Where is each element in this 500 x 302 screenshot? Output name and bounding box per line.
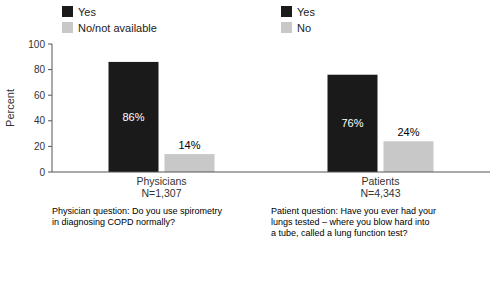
y-tick-label: 100 [28, 39, 45, 50]
y-tick [48, 69, 52, 70]
data-labels: 86% 14% 76% 24% [122, 111, 419, 151]
data-label: 14% [178, 139, 200, 151]
y-tick-label: 0 [39, 167, 45, 178]
bar [328, 75, 378, 172]
footnote-line: in diagnosing COPD normally? [52, 217, 175, 227]
legend-label: Yes [78, 6, 96, 18]
y-tick [48, 146, 52, 147]
legend-label: No/not available [78, 22, 157, 34]
footnote-line: a tube, called a lung function test? [271, 228, 408, 238]
legend-item: No/not available [62, 22, 157, 34]
y-tick [48, 120, 52, 121]
chart-container: 0 20 40 60 80 100 Percent 86% 14% 76% 24% Physician… [0, 0, 500, 302]
footnote-line: Physician question: Do you use spirometr… [52, 206, 223, 216]
legend-item: No [281, 22, 311, 34]
bars [109, 62, 434, 172]
data-label: 86% [122, 111, 144, 123]
x-tick-label-line: Patients [362, 175, 400, 187]
footnote: Physician question: Do you use spirometr… [52, 206, 223, 227]
legend-item: Yes [281, 6, 315, 18]
y-tick-label: 40 [34, 115, 46, 126]
legend-swatch [281, 22, 292, 33]
data-label: 24% [397, 126, 419, 138]
chart: 0 20 40 60 80 100 Percent 86% 14% 76% 24% Physician… [0, 0, 500, 302]
y-axis-label: Percent [4, 89, 16, 127]
y-tick-label: 20 [34, 141, 46, 152]
footnote: Patient question: Have you ever had your… [271, 206, 436, 238]
bar [109, 62, 159, 172]
y-tick [48, 172, 52, 173]
legend-label: No [297, 22, 311, 34]
x-tick-label: PhysiciansN=1,307 [136, 175, 186, 199]
y-tick-label: 60 [34, 90, 46, 101]
x-tick-label-line: Physicians [136, 175, 186, 187]
bar [384, 141, 434, 172]
x-tick-label-line: N=1,307 [142, 187, 182, 199]
data-label: 76% [341, 117, 363, 129]
bar [165, 154, 215, 172]
y-tick [48, 95, 52, 96]
legend-label: Yes [297, 6, 315, 18]
y-axis-line [52, 44, 53, 172]
legend-swatch [62, 6, 73, 17]
legend-swatch [62, 22, 73, 33]
x-tick-label-line: N=4,343 [361, 187, 401, 199]
legend-item: Yes [62, 6, 96, 18]
footnote-line: Patient question: Have you ever had your [271, 206, 436, 216]
x-axis-line [52, 172, 490, 173]
y-tick [48, 44, 52, 45]
footnote-line: lungs tested – where you blow hard into [271, 217, 430, 227]
y-tick-label: 80 [34, 64, 46, 75]
x-tick-label: PatientsN=4,343 [361, 175, 401, 199]
legend-swatch [281, 6, 292, 17]
